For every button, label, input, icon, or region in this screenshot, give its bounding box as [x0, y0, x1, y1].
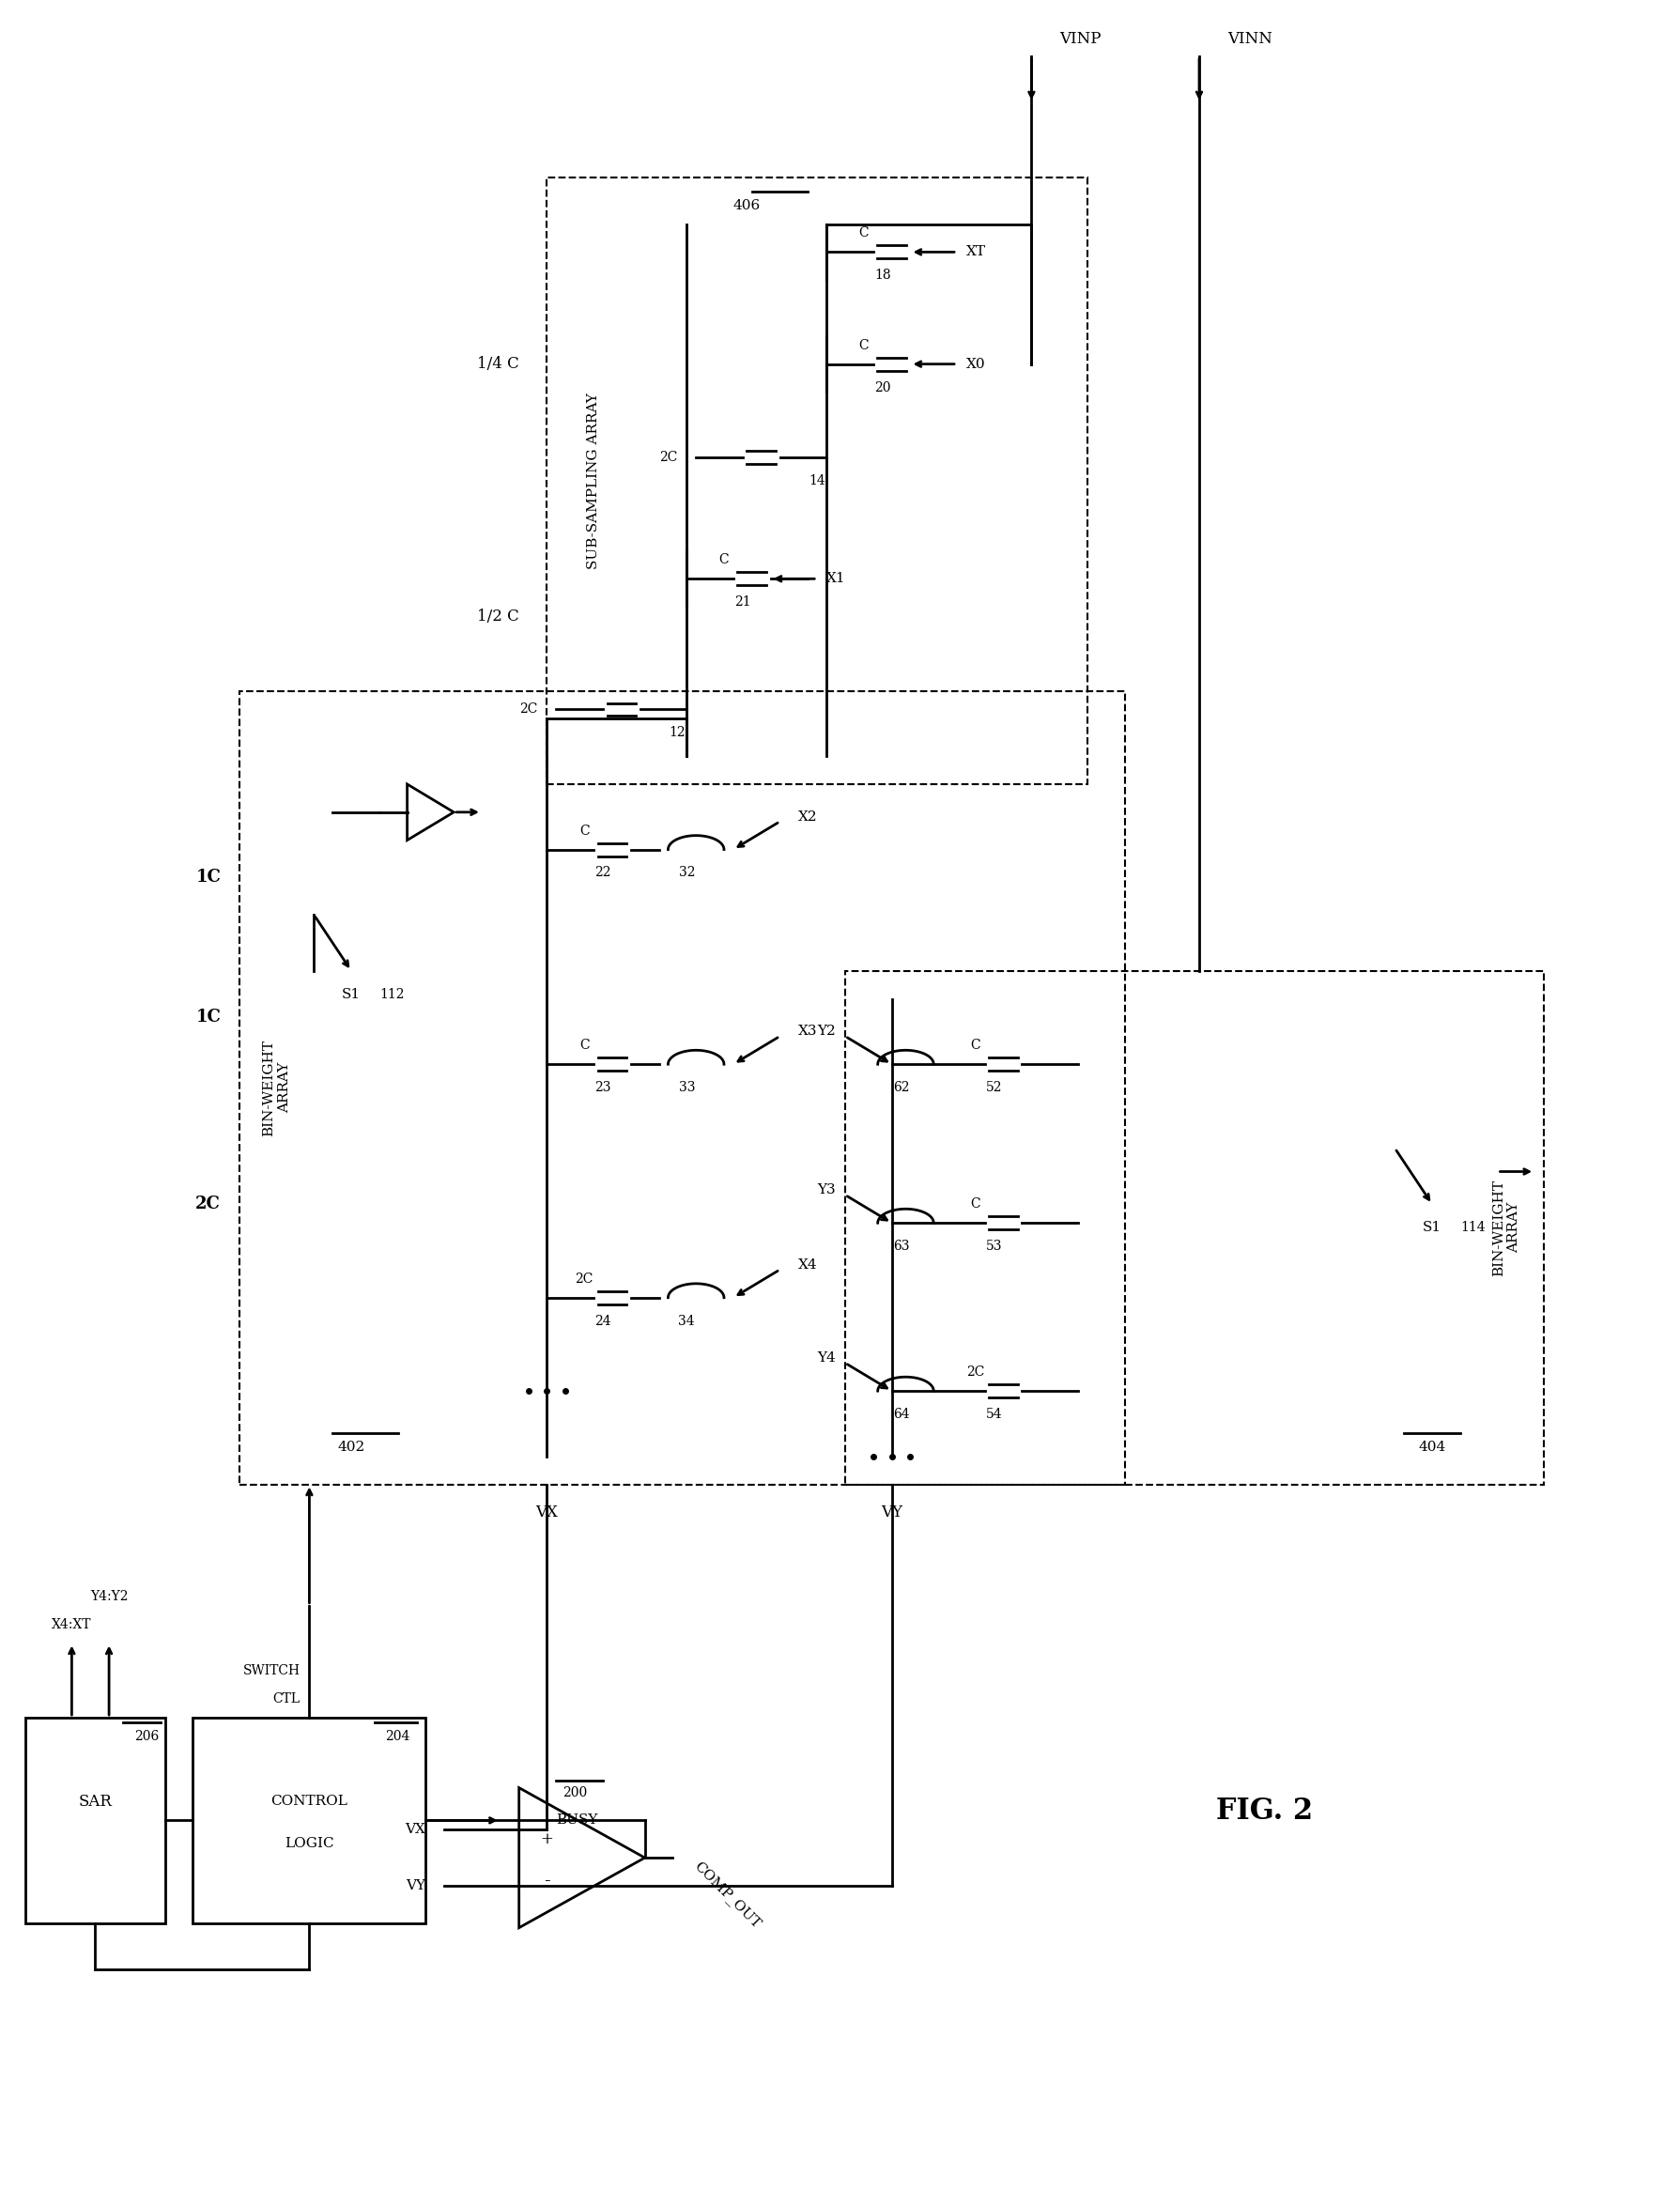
Text: VINN: VINN: [1226, 31, 1272, 46]
Text: LOGIC: LOGIC: [284, 1838, 334, 1851]
Text: 64: 64: [892, 1409, 909, 1422]
Text: C: C: [719, 554, 729, 567]
Text: 21: 21: [734, 596, 751, 609]
Text: 2C: 2C: [195, 1196, 220, 1212]
Text: X2: X2: [798, 811, 818, 824]
Text: X3: X3: [798, 1025, 818, 1039]
Text: 112: 112: [380, 988, 403, 1001]
Text: 2C: 2C: [575, 1273, 593, 1286]
Text: 1/2 C: 1/2 C: [477, 609, 519, 624]
Text: BIN-WEIGHT
ARRAY: BIN-WEIGHT ARRAY: [262, 1039, 291, 1135]
Text: CTL: CTL: [272, 1691, 299, 1705]
Text: 1C: 1C: [195, 870, 220, 885]
Bar: [845, 971, 1544, 1483]
Text: 2C: 2C: [519, 703, 538, 716]
Text: 53: 53: [986, 1240, 1001, 1253]
Text: 32: 32: [679, 865, 694, 879]
Text: X4:XT: X4:XT: [52, 1617, 92, 1630]
Bar: [546, 177, 1087, 784]
Text: S1: S1: [341, 988, 361, 1001]
Text: 62: 62: [892, 1080, 909, 1093]
Text: C: C: [969, 1039, 979, 1052]
Text: 200: 200: [563, 1786, 586, 1799]
Text: 404: 404: [1418, 1439, 1445, 1453]
Text: S1: S1: [1421, 1220, 1441, 1234]
Text: 114: 114: [1460, 1220, 1485, 1234]
Text: 204: 204: [385, 1731, 410, 1744]
Text: 23: 23: [595, 1080, 612, 1093]
Text: 54: 54: [986, 1409, 1001, 1422]
Text: VY: VY: [880, 1505, 902, 1521]
Text: CONTROL: CONTROL: [270, 1794, 348, 1808]
Text: SWITCH: SWITCH: [242, 1665, 299, 1678]
Bar: [193, 1718, 425, 1924]
Text: C: C: [969, 1198, 979, 1212]
Text: +: +: [541, 1832, 553, 1847]
Text: COMP_OUT: COMP_OUT: [690, 1860, 763, 1930]
Text: 406: 406: [732, 199, 761, 213]
Text: 33: 33: [679, 1080, 694, 1093]
Text: Y3: Y3: [816, 1183, 835, 1196]
Text: 24: 24: [595, 1315, 612, 1328]
Text: Y4:Y2: Y4:Y2: [91, 1591, 128, 1604]
Text: 63: 63: [892, 1240, 909, 1253]
Text: BIN-WEIGHT
ARRAY: BIN-WEIGHT ARRAY: [1492, 1179, 1520, 1275]
Text: 2C: 2C: [659, 451, 677, 464]
Text: VX: VX: [405, 1823, 425, 1836]
Text: -: -: [544, 1873, 549, 1889]
Text: 22: 22: [595, 865, 612, 879]
Text: 402: 402: [338, 1439, 365, 1453]
Text: C: C: [858, 228, 869, 241]
Text: VX: VX: [536, 1505, 558, 1521]
Text: VINP: VINP: [1058, 31, 1100, 46]
Bar: [25, 1718, 165, 1924]
Text: BUSY: BUSY: [556, 1814, 598, 1827]
Text: C: C: [580, 1039, 590, 1052]
Text: 1C: 1C: [195, 1010, 220, 1025]
Text: XT: XT: [966, 245, 986, 259]
Text: X0: X0: [966, 357, 984, 370]
Text: Y4: Y4: [816, 1352, 835, 1365]
Text: VY: VY: [407, 1880, 425, 1893]
Text: X1: X1: [827, 572, 845, 585]
Text: SUB-SAMPLING ARRAY: SUB-SAMPLING ARRAY: [586, 392, 600, 570]
Text: 34: 34: [679, 1315, 694, 1328]
Text: X4: X4: [798, 1258, 818, 1271]
Text: 2C: 2C: [966, 1365, 984, 1378]
Text: 20: 20: [874, 381, 890, 394]
Text: 14: 14: [808, 473, 825, 486]
Bar: [239, 690, 1124, 1483]
Text: C: C: [580, 824, 590, 837]
Text: 1/4 C: 1/4 C: [477, 357, 519, 372]
Text: 18: 18: [874, 269, 890, 283]
Text: 206: 206: [134, 1731, 158, 1744]
Text: 12: 12: [669, 725, 685, 738]
Text: C: C: [858, 340, 869, 353]
Text: 52: 52: [986, 1080, 1001, 1093]
Text: Y2: Y2: [816, 1025, 835, 1039]
Text: FIG. 2: FIG. 2: [1215, 1797, 1312, 1825]
Text: SAR: SAR: [79, 1794, 113, 1810]
